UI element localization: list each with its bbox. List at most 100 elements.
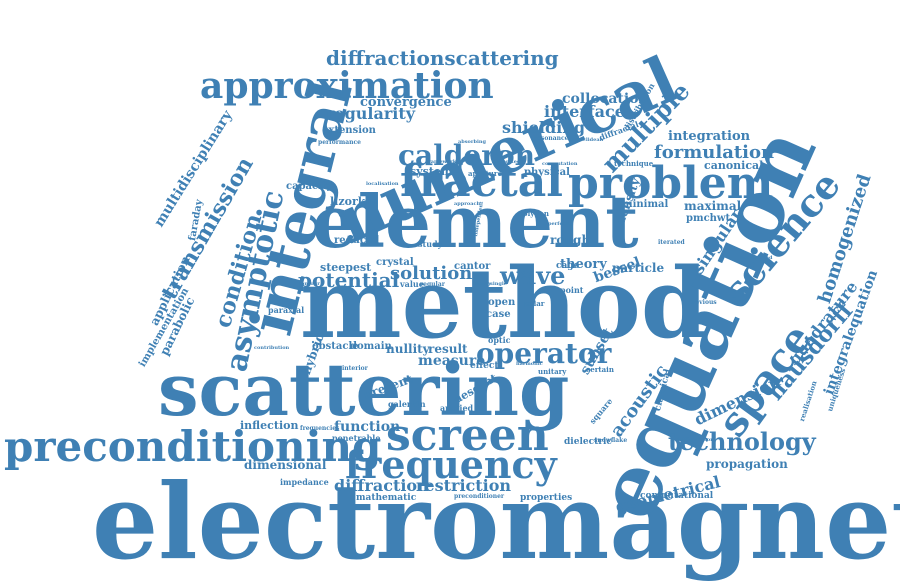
word: value	[400, 279, 424, 289]
word: contribution	[254, 345, 290, 351]
word: physical	[524, 167, 570, 178]
word: approximation	[200, 65, 494, 107]
word: result	[428, 342, 468, 356]
word: regular	[420, 281, 445, 288]
word: theory	[560, 257, 607, 272]
word: measure	[418, 353, 486, 369]
word: previous	[688, 299, 717, 306]
word: obstacle	[312, 341, 359, 352]
word: rough	[550, 233, 591, 247]
word: computational	[640, 491, 714, 501]
word: performance	[318, 139, 361, 146]
word: restriction	[416, 476, 512, 495]
word: function	[334, 419, 401, 435]
word: formulation	[654, 142, 775, 163]
word: minimal	[622, 199, 669, 210]
word: problem	[568, 158, 774, 209]
word: fractal	[400, 156, 563, 207]
word: applied	[440, 403, 474, 413]
word: study	[418, 239, 443, 249]
word: unitary	[538, 367, 567, 376]
word: reduced	[334, 235, 380, 246]
word: perfectly	[548, 221, 573, 227]
word: screen	[386, 410, 549, 461]
word: polar	[524, 299, 545, 308]
word: harmonic	[516, 361, 543, 367]
word: configuration	[676, 437, 714, 443]
word: point	[560, 285, 584, 295]
word: integration	[668, 129, 751, 144]
word: diffractionscattering	[326, 46, 559, 70]
word: element	[312, 179, 639, 264]
word: aperture	[468, 169, 503, 178]
word: interface	[544, 102, 625, 121]
word: propagation	[706, 457, 788, 471]
word: iterated	[658, 239, 685, 246]
word: inflection	[240, 419, 299, 432]
word: computation	[542, 161, 578, 167]
word: maximal	[684, 199, 742, 213]
word: framework	[426, 159, 457, 165]
word: nullity	[386, 342, 430, 356]
word: potential	[298, 268, 400, 292]
word: extension	[322, 125, 376, 136]
word: mathematic	[356, 493, 417, 503]
word: capacity	[286, 181, 333, 192]
word: cantor	[454, 261, 491, 272]
word: empty	[474, 281, 492, 287]
word: resonance	[534, 135, 569, 142]
word: regularity	[326, 104, 416, 123]
word: dimensional	[244, 458, 327, 472]
word: paraxial	[268, 305, 305, 315]
word: realisation	[797, 379, 819, 423]
word: calderon	[398, 139, 536, 172]
word: solution	[390, 263, 473, 284]
word: electromagnetic	[92, 460, 900, 583]
word: optic	[488, 335, 511, 345]
word: shielding	[502, 118, 586, 137]
word: preconditioner	[454, 493, 505, 500]
word: preconditioning	[4, 422, 382, 471]
word: effect	[470, 361, 499, 371]
word: cage	[556, 261, 580, 271]
word: accelerated	[740, 255, 773, 261]
word: open	[488, 297, 516, 308]
word: technology	[668, 427, 816, 456]
word: canonical	[704, 159, 764, 172]
word: dielectric	[564, 437, 612, 447]
word: technique	[614, 159, 654, 168]
word: crystal	[376, 257, 414, 268]
word: steepest	[320, 261, 372, 274]
word: frequency	[345, 442, 557, 487]
word: analysis	[276, 259, 299, 265]
word: operator	[476, 337, 612, 370]
word: certain	[586, 365, 614, 374]
word: localisation	[366, 181, 399, 187]
word: impedance	[280, 477, 329, 487]
word: contour	[298, 281, 320, 287]
word: supported	[492, 159, 521, 165]
word: wave	[500, 261, 566, 290]
word: approach	[454, 201, 481, 207]
word: collocation	[562, 91, 649, 107]
word: method	[300, 247, 708, 360]
word: absorbing	[458, 139, 487, 145]
word: case	[486, 309, 511, 320]
word: diffraction	[334, 476, 429, 495]
word: convergence	[360, 95, 452, 110]
word: euclidean	[576, 137, 604, 143]
word: penetrable	[332, 433, 381, 443]
word: system	[410, 165, 453, 178]
word: single	[490, 281, 507, 287]
word: properties	[520, 493, 573, 503]
word: polygon	[518, 209, 549, 218]
word: interior	[342, 365, 368, 372]
word: lizorkin	[330, 195, 378, 208]
word: frequencies	[300, 425, 340, 432]
word: galerkin	[388, 399, 426, 409]
word: snowflake	[594, 437, 628, 444]
word: particle	[612, 261, 665, 275]
word: pmchwt	[686, 213, 731, 224]
word: scattering	[158, 347, 570, 432]
